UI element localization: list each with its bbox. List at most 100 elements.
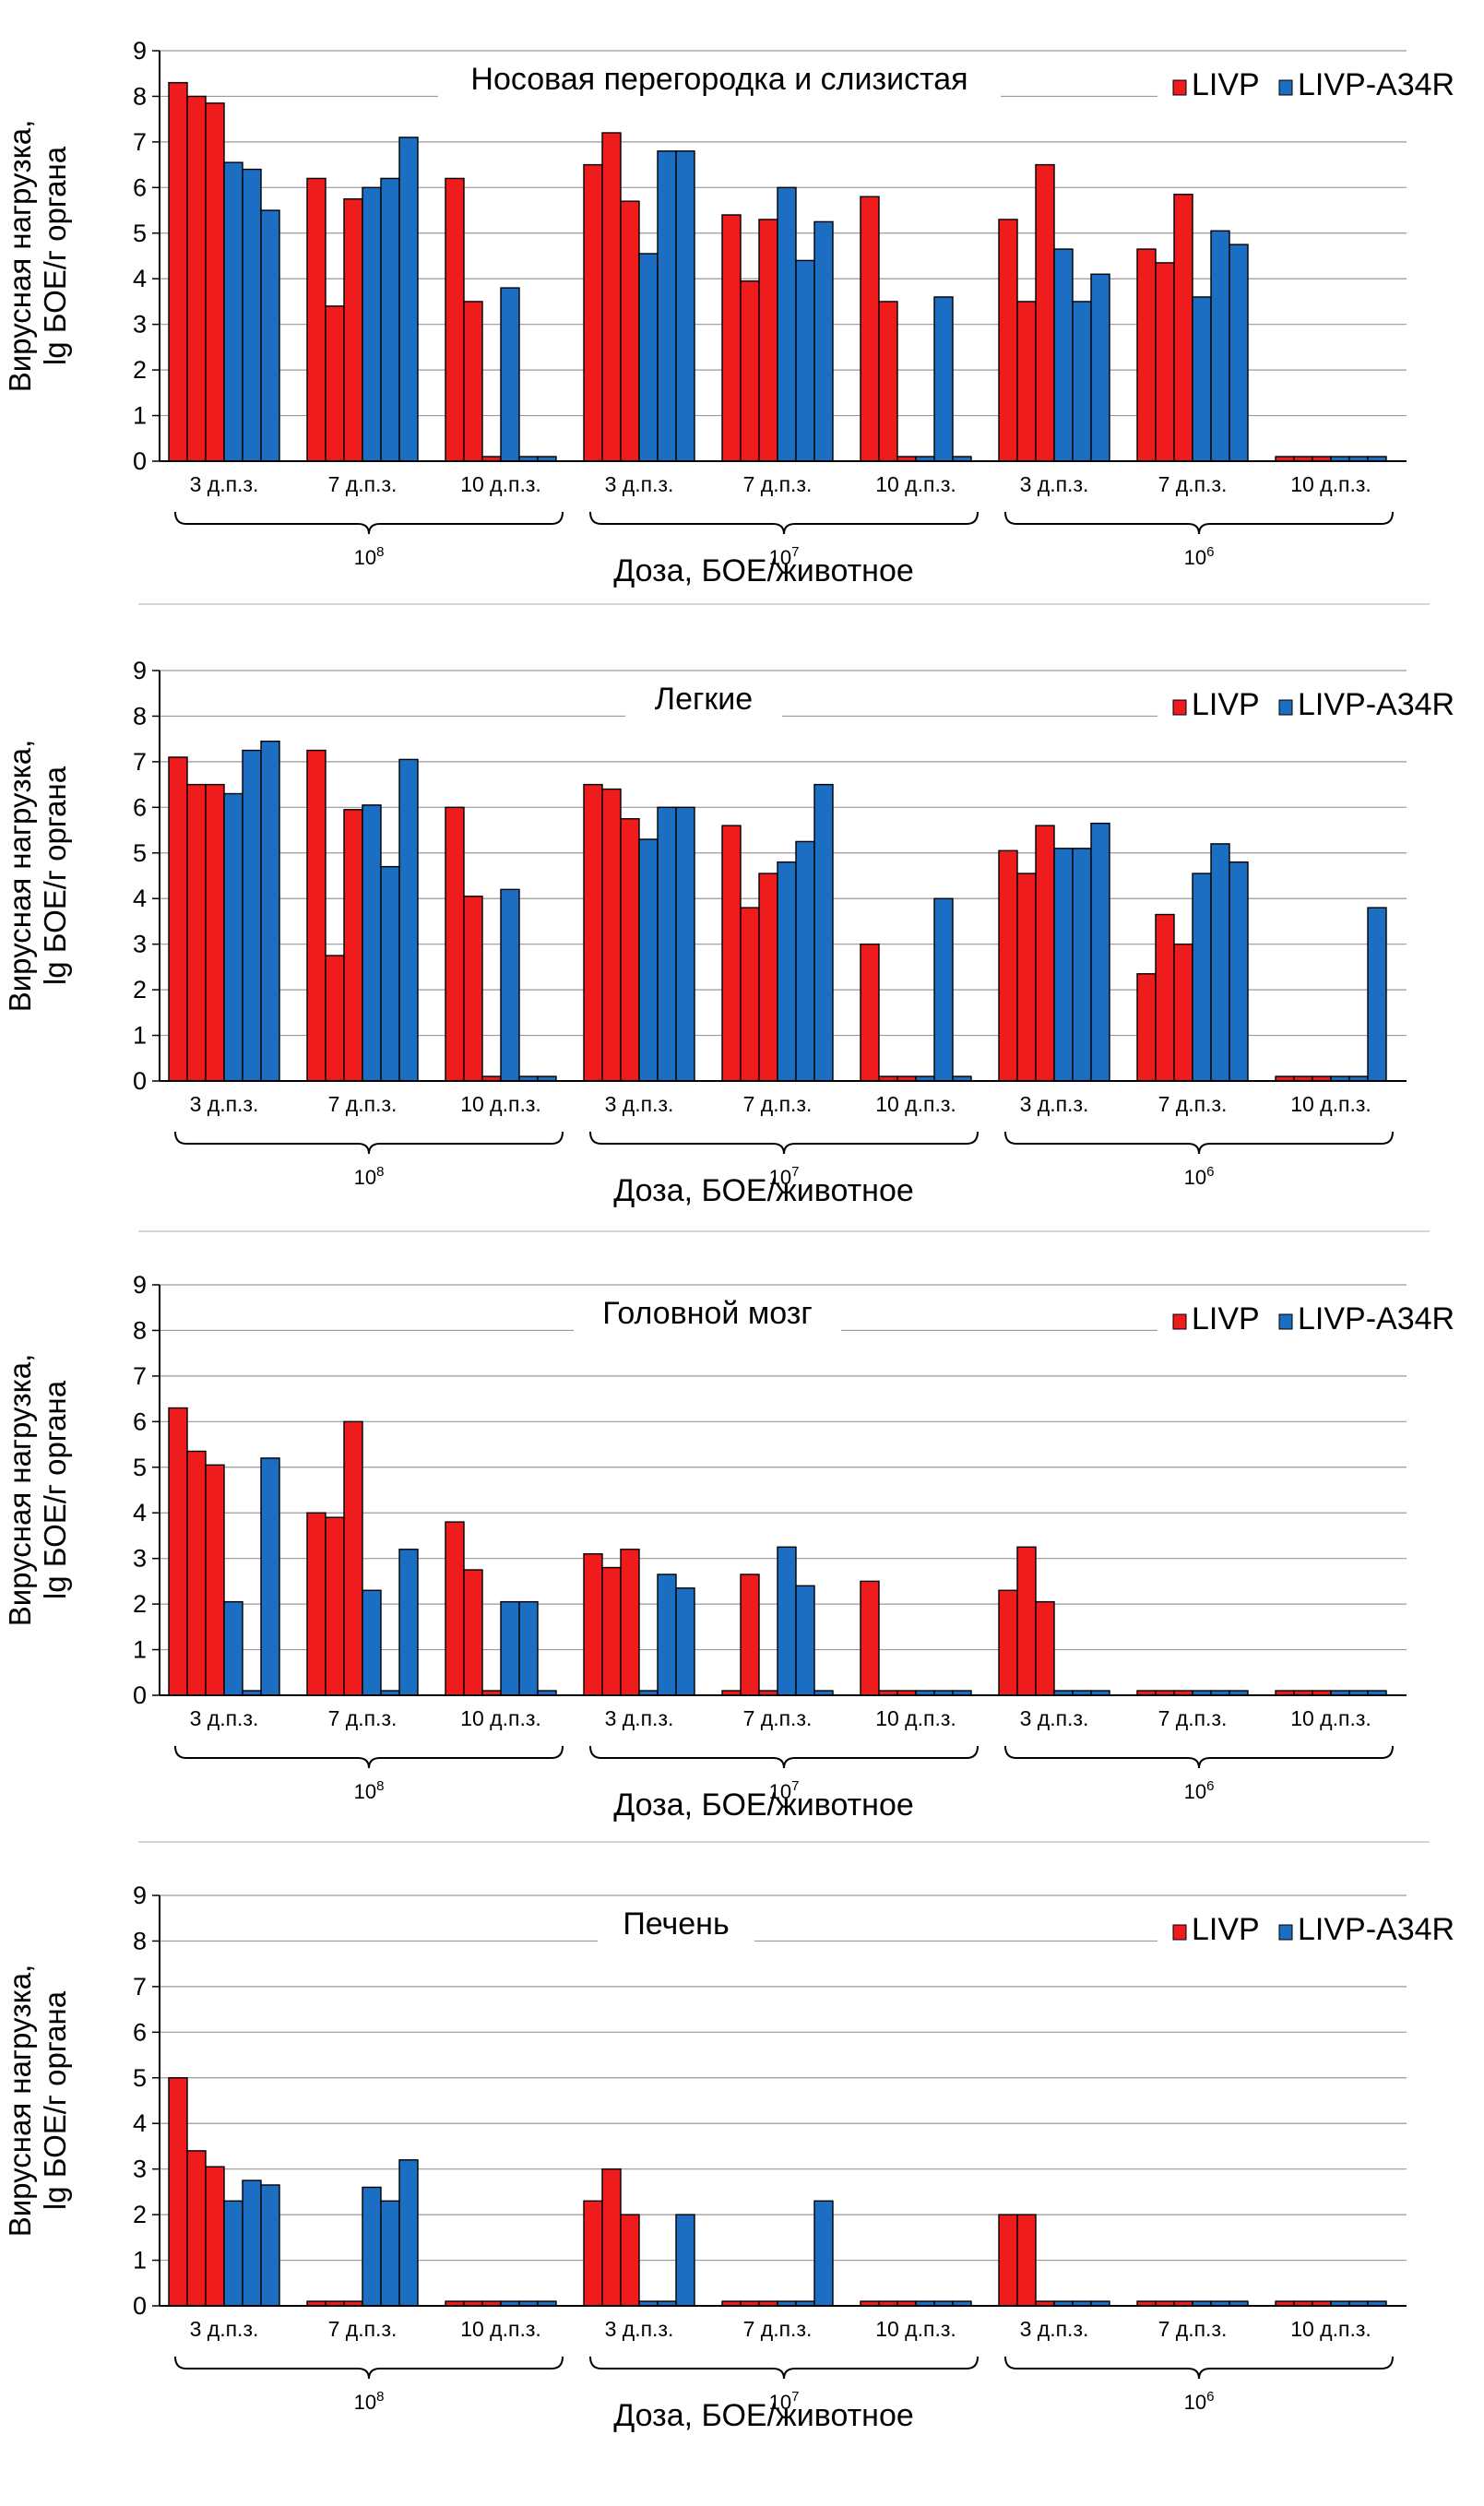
y-tick-label: 7 xyxy=(133,1362,147,1390)
bar-livp-a34r xyxy=(260,209,280,462)
bar-livp xyxy=(1136,248,1157,462)
y-axis-title-line-2: lg БОЕ/г органа xyxy=(38,146,72,365)
dose-base: 10 xyxy=(769,1166,791,1189)
dose-exponent: 6 xyxy=(1206,2389,1214,2405)
bar-livp xyxy=(168,2077,188,2307)
bar-livp-a34r xyxy=(1229,243,1249,462)
bar-livp-a34r xyxy=(933,296,954,462)
bar-livp xyxy=(1136,973,1157,1082)
y-tick-label: 1 xyxy=(133,402,147,430)
bar-livp-a34r xyxy=(1192,873,1212,1082)
y-tick-label: 5 xyxy=(133,839,147,867)
y-tick-label: 2 xyxy=(133,976,147,1004)
y-tick-label: 9 xyxy=(133,1882,147,1909)
bar-livp xyxy=(306,177,326,462)
title-background xyxy=(598,1903,754,1945)
x-tick-label: 3 д.п.з. xyxy=(190,1092,259,1116)
dose-exponent: 7 xyxy=(791,1164,799,1180)
bar-livp-a34r xyxy=(1072,301,1092,462)
dose-exponent: 8 xyxy=(376,1164,384,1180)
bar-livp-a34r xyxy=(675,806,695,1082)
dose-exponent: 7 xyxy=(791,1778,799,1794)
y-tick-label: 1 xyxy=(133,1022,147,1050)
x-tick-label: 3 д.п.з. xyxy=(190,2317,259,2341)
bar-livp-a34r xyxy=(795,840,815,1082)
bar-livp xyxy=(463,301,483,462)
bar-livp xyxy=(998,849,1018,1082)
dose-base: 10 xyxy=(1184,1780,1206,1803)
bar-livp xyxy=(601,788,622,1082)
y-axis-title-line-1: Вирусная нагрузка, xyxy=(3,740,37,1013)
bar-livp xyxy=(186,2150,207,2307)
x-tick-label: 3 д.п.з. xyxy=(190,472,259,496)
bar-livp xyxy=(758,219,778,462)
y-tick-label: 3 xyxy=(133,1545,147,1573)
dose-label: 107 xyxy=(769,1164,800,1189)
dose-label: 107 xyxy=(769,1778,800,1803)
chart-title: Легкие xyxy=(655,682,753,717)
y-tick-label: 9 xyxy=(133,657,147,684)
bar-livp-a34r xyxy=(223,161,243,462)
dose-base: 10 xyxy=(1184,1166,1206,1189)
legend-label-livp: LIVP xyxy=(1192,1301,1260,1336)
bar-livp xyxy=(601,2168,622,2307)
x-tick-label: 7 д.п.з. xyxy=(743,1706,813,1730)
y-tick-label: 6 xyxy=(133,173,147,201)
bar-livp xyxy=(620,1549,640,1696)
x-tick-label: 3 д.п.з. xyxy=(605,1706,674,1730)
bar-livp-a34r xyxy=(398,1549,419,1696)
bar-livp-a34r xyxy=(777,1546,797,1696)
bar-livp-a34r xyxy=(242,749,262,1082)
dose-exponent: 7 xyxy=(791,544,799,560)
bar-livp xyxy=(1173,194,1193,462)
dose-label: 106 xyxy=(1184,2389,1215,2414)
bar-livp xyxy=(325,1516,345,1696)
bar-livp xyxy=(998,1589,1018,1696)
bar-livp xyxy=(1155,913,1175,1082)
y-tick-label: 2 xyxy=(133,2201,147,2228)
x-tick-label: 7 д.п.з. xyxy=(1158,2317,1228,2341)
x-tick-label: 10 д.п.з. xyxy=(460,2317,541,2341)
bar-livp-a34r xyxy=(1229,861,1249,1082)
bar-livp-a34r xyxy=(795,1585,815,1696)
dose-bracket xyxy=(589,2356,979,2380)
x-tick-label: 3 д.п.з. xyxy=(1020,2317,1089,2341)
legend: LIVP LIVP-A34R xyxy=(1158,1294,1454,1340)
bar-livp xyxy=(1016,873,1037,1082)
bar-livp-a34r xyxy=(362,186,382,462)
legend-swatch-livp xyxy=(1172,699,1187,716)
bar-livp xyxy=(186,95,207,462)
bar-livp-a34r xyxy=(518,1600,539,1696)
dose-bracket xyxy=(1004,2356,1394,2380)
bar-livp-a34r xyxy=(260,2184,280,2307)
bar-livp xyxy=(306,1512,326,1696)
dose-exponent: 8 xyxy=(376,1778,384,1794)
x-tick-label: 10 д.п.з. xyxy=(875,1092,956,1116)
bar-livp-a34r xyxy=(1072,848,1092,1082)
legend-label-livp-a34r: LIVP-A34R xyxy=(1298,1912,1454,1947)
y-tick-label: 8 xyxy=(133,1316,147,1344)
chart-title: Головной мозг xyxy=(602,1296,813,1331)
chart-panel-1: 0 1 2 3 4 5 6 7 8 9 Носовая перегородка и слизиста… xyxy=(3,37,1454,588)
x-tick-label: 7 д.п.з. xyxy=(743,1092,813,1116)
bar-livp-a34r xyxy=(380,865,400,1082)
bar-livp-a34r xyxy=(657,1574,677,1696)
bar-livp xyxy=(168,756,188,1082)
x-tick-label: 10 д.п.з. xyxy=(1290,2317,1371,2341)
bar-livp xyxy=(583,1553,603,1696)
bar-livp-a34r xyxy=(1053,248,1074,462)
bar-livp xyxy=(1035,1600,1055,1696)
x-tick-label: 10 д.п.з. xyxy=(875,472,956,496)
dose-exponent: 7 xyxy=(791,2389,799,2405)
bar-livp-a34r xyxy=(933,897,954,1082)
bar-livp-a34r xyxy=(638,253,659,462)
y-axis-title-line-1: Вирусная нагрузка, xyxy=(3,120,37,393)
y-axis-title-line-2: lg БОЕ/г органа xyxy=(38,766,72,985)
bar-livp xyxy=(583,163,603,462)
y-tick-label: 4 xyxy=(133,1499,147,1526)
dose-exponent: 8 xyxy=(376,2389,384,2405)
bar-livp-a34r xyxy=(362,804,382,1082)
bar-livp-a34r xyxy=(795,259,815,462)
bar-livp xyxy=(343,197,363,462)
bar-livp xyxy=(1016,301,1037,462)
